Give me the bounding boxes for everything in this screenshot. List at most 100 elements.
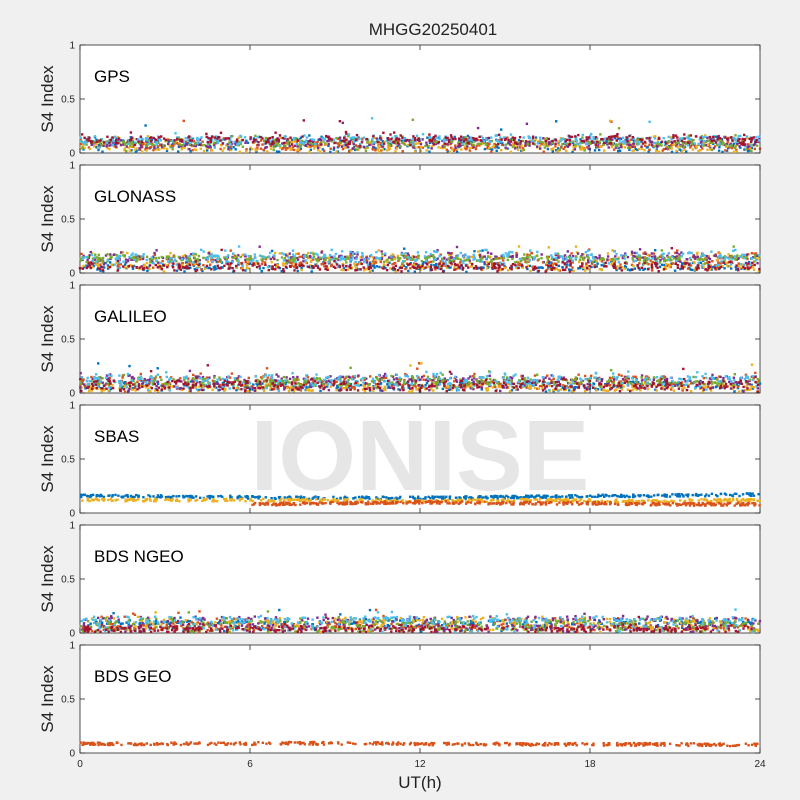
- s4-point: [556, 254, 560, 257]
- s4-point: [294, 257, 297, 260]
- s4-point: [739, 146, 742, 149]
- s4-point: [484, 382, 487, 385]
- s4-point: [442, 270, 445, 273]
- s4-point: [157, 264, 160, 267]
- s4-point: [133, 258, 136, 261]
- s4-point: [753, 138, 757, 142]
- s4-point: [546, 147, 550, 151]
- s4-point: [255, 148, 258, 151]
- s4-point: [238, 140, 241, 143]
- s4-point: [600, 264, 603, 267]
- s4-point: [480, 257, 483, 260]
- s4-point: [661, 257, 664, 260]
- s4-point: [415, 134, 419, 137]
- s4-point: [538, 384, 542, 388]
- s4-point: [299, 140, 302, 144]
- s4-point: [470, 141, 473, 145]
- s4-point: [131, 252, 134, 255]
- s4-point: [563, 263, 566, 266]
- s4-point: [593, 264, 597, 267]
- s4-point: [661, 253, 664, 256]
- s4-point: [596, 262, 599, 265]
- s4-point: [464, 147, 467, 150]
- s4-point: [494, 266, 497, 270]
- s4-point: [347, 386, 350, 389]
- s4-point: [146, 269, 149, 273]
- s4-point: [600, 257, 603, 260]
- s4-point: [634, 148, 637, 151]
- s4-point: [536, 254, 539, 257]
- s4-point: [139, 148, 142, 151]
- s4-point: [98, 382, 102, 385]
- s4-point: [97, 257, 101, 261]
- s4-point: [703, 254, 706, 257]
- s4-point: [319, 389, 322, 393]
- s4-point: [373, 266, 376, 269]
- s4-point: [432, 256, 435, 259]
- s4-point: [534, 138, 537, 141]
- s4-point: [511, 254, 514, 258]
- s4-point: [629, 138, 632, 141]
- s4-point: [333, 255, 336, 258]
- s4-point: [676, 136, 679, 139]
- s4-point: [337, 265, 340, 269]
- s4-point: [258, 245, 261, 248]
- s4-point: [104, 254, 108, 257]
- s4-point: [100, 266, 104, 269]
- s4-point: [99, 139, 102, 142]
- s4-point: [564, 141, 567, 144]
- s4-point: [515, 260, 519, 264]
- s4-point: [500, 140, 503, 143]
- s4-point: [233, 140, 236, 144]
- s4-point: [203, 150, 206, 153]
- s4-point: [422, 266, 425, 269]
- s4-point: [200, 268, 203, 271]
- s4-point: [98, 141, 102, 145]
- s4-point: [402, 260, 405, 263]
- s4-point: [407, 254, 410, 257]
- s4-point: [595, 146, 598, 149]
- s4-point: [386, 263, 389, 267]
- s4-point: [678, 148, 681, 151]
- s4-point: [449, 256, 453, 259]
- s4-point: [565, 149, 568, 153]
- s4-point: [347, 145, 350, 149]
- s4-point: [287, 142, 291, 145]
- s4-point: [126, 266, 129, 269]
- s4-point: [522, 257, 525, 260]
- s4-point: [399, 134, 402, 137]
- s4-point: [106, 264, 110, 267]
- s4-point: [706, 269, 709, 272]
- s4-point: [334, 252, 338, 256]
- s4-point: [235, 139, 238, 143]
- s4-point: [638, 259, 642, 262]
- s4-point: [398, 143, 401, 146]
- s4-point: [655, 260, 659, 263]
- s4-point: [307, 386, 310, 389]
- s4-point: [710, 268, 713, 271]
- s4-point: [152, 266, 155, 269]
- s4-point: [574, 386, 577, 389]
- s4-point: [309, 145, 312, 148]
- s4-point: [129, 144, 132, 147]
- s4-point: [501, 268, 504, 271]
- s4-point: [338, 141, 342, 144]
- s4-point: [429, 260, 433, 263]
- s4-point: [571, 261, 574, 264]
- s4-point: [616, 265, 619, 268]
- s4-point: [316, 253, 319, 256]
- s4-point: [433, 138, 437, 141]
- s4-point: [83, 136, 86, 139]
- s4-point: [396, 256, 400, 259]
- s4-point: [706, 261, 710, 264]
- s4-point: [377, 144, 381, 148]
- s4-point: [701, 252, 705, 256]
- s4-point: [476, 126, 480, 130]
- s4-point: [79, 136, 82, 139]
- s4-point: [701, 386, 704, 389]
- s4-point: [404, 252, 407, 255]
- s4-point: [123, 390, 127, 393]
- s4-point: [297, 252, 300, 255]
- s4-point: [492, 258, 495, 261]
